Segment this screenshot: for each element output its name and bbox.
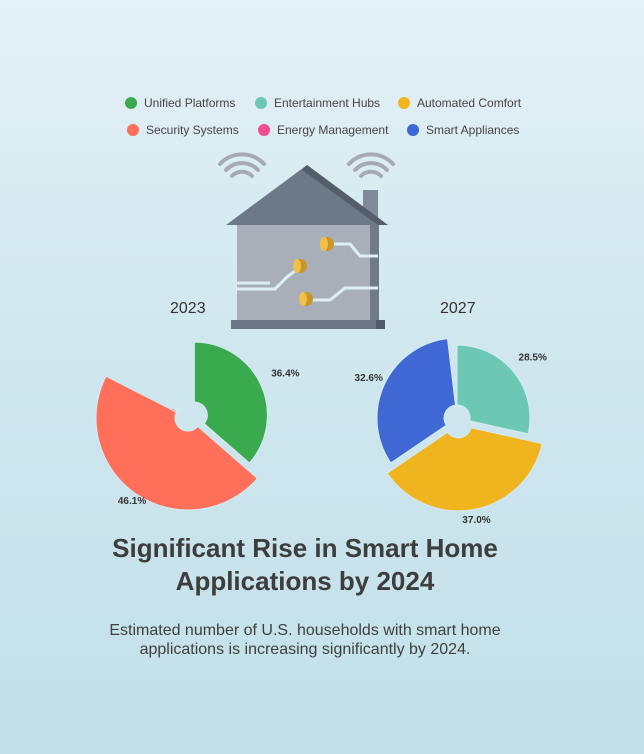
chart-title-2027: 2027: [440, 300, 476, 317]
legend-label: Smart Appliances: [426, 123, 520, 137]
legend-swatch-entertainment-hubs: [255, 97, 267, 109]
circuit-lines: [237, 242, 378, 302]
legend-swatch-security-systems: [127, 124, 139, 136]
legend-label: Security Systems: [146, 123, 239, 137]
pie-slice-automated-comfort[interactable]: [386, 427, 543, 512]
legend-item-unified-platforms[interactable]: Unified Platforms: [125, 96, 235, 110]
legend-item-energy-management[interactable]: Energy Management: [258, 123, 388, 137]
legend-item-entertainment-hubs[interactable]: Entertainment Hubs: [255, 96, 380, 110]
pie-value-label-unified-platforms: 36.4%: [271, 369, 299, 380]
pie-value-label-security-systems: 46.1%: [118, 496, 146, 507]
pie-chart-2023: 36.4% 46.1%: [95, 341, 300, 511]
legend-label: Energy Management: [277, 123, 389, 137]
smart-house-icon: [218, 152, 395, 329]
legend-label: Unified Platforms: [144, 96, 236, 110]
legend-label: Entertainment Hubs: [274, 96, 381, 110]
pie-chart-2027: 28.5% 37.0% 32.6%: [355, 338, 547, 526]
legend-row-2: Security Systems Energy Management Smart…: [0, 123, 644, 141]
pie-value-label-smart-appliances: 32.6%: [355, 373, 383, 384]
page-title: Significant Rise in Smart Home Applicati…: [112, 533, 498, 596]
legend-label: Automated Comfort: [417, 96, 522, 110]
wifi-left-icon: [218, 152, 266, 178]
legend-swatch-automated-comfort: [398, 97, 410, 109]
page-subtitle: Estimated number of U.S. households with…: [109, 622, 501, 658]
legend-row-1: Unified Platforms Entertainment Hubs Aut…: [0, 96, 644, 114]
circuit-node-icons: [293, 237, 334, 306]
legend-item-security-systems[interactable]: Security Systems: [127, 123, 239, 137]
legend-item-automated-comfort[interactable]: Automated Comfort: [398, 96, 521, 110]
pie-value-label-entertainment-hubs: 28.5%: [519, 352, 547, 363]
pie-slice-smart-appliances[interactable]: [376, 338, 457, 464]
pie-slice-unified-platforms[interactable]: [193, 341, 268, 464]
pie-slice-security-systems[interactable]: [95, 375, 259, 511]
legend-swatch-energy-management: [258, 124, 270, 136]
wifi-right-icon: [347, 152, 395, 178]
legend-swatch-unified-platforms: [125, 97, 137, 109]
chart-title-2023: 2023: [170, 300, 206, 317]
pie-value-label-automated-comfort: 37.0%: [462, 515, 490, 526]
pie-slice-smart-appliances[interactable]: [175, 408, 179, 412]
legend-swatch-smart-appliances: [407, 124, 419, 136]
pie-slice-entertainment-hubs[interactable]: [456, 344, 531, 435]
legend-item-smart-appliances[interactable]: Smart Appliances: [407, 123, 519, 137]
